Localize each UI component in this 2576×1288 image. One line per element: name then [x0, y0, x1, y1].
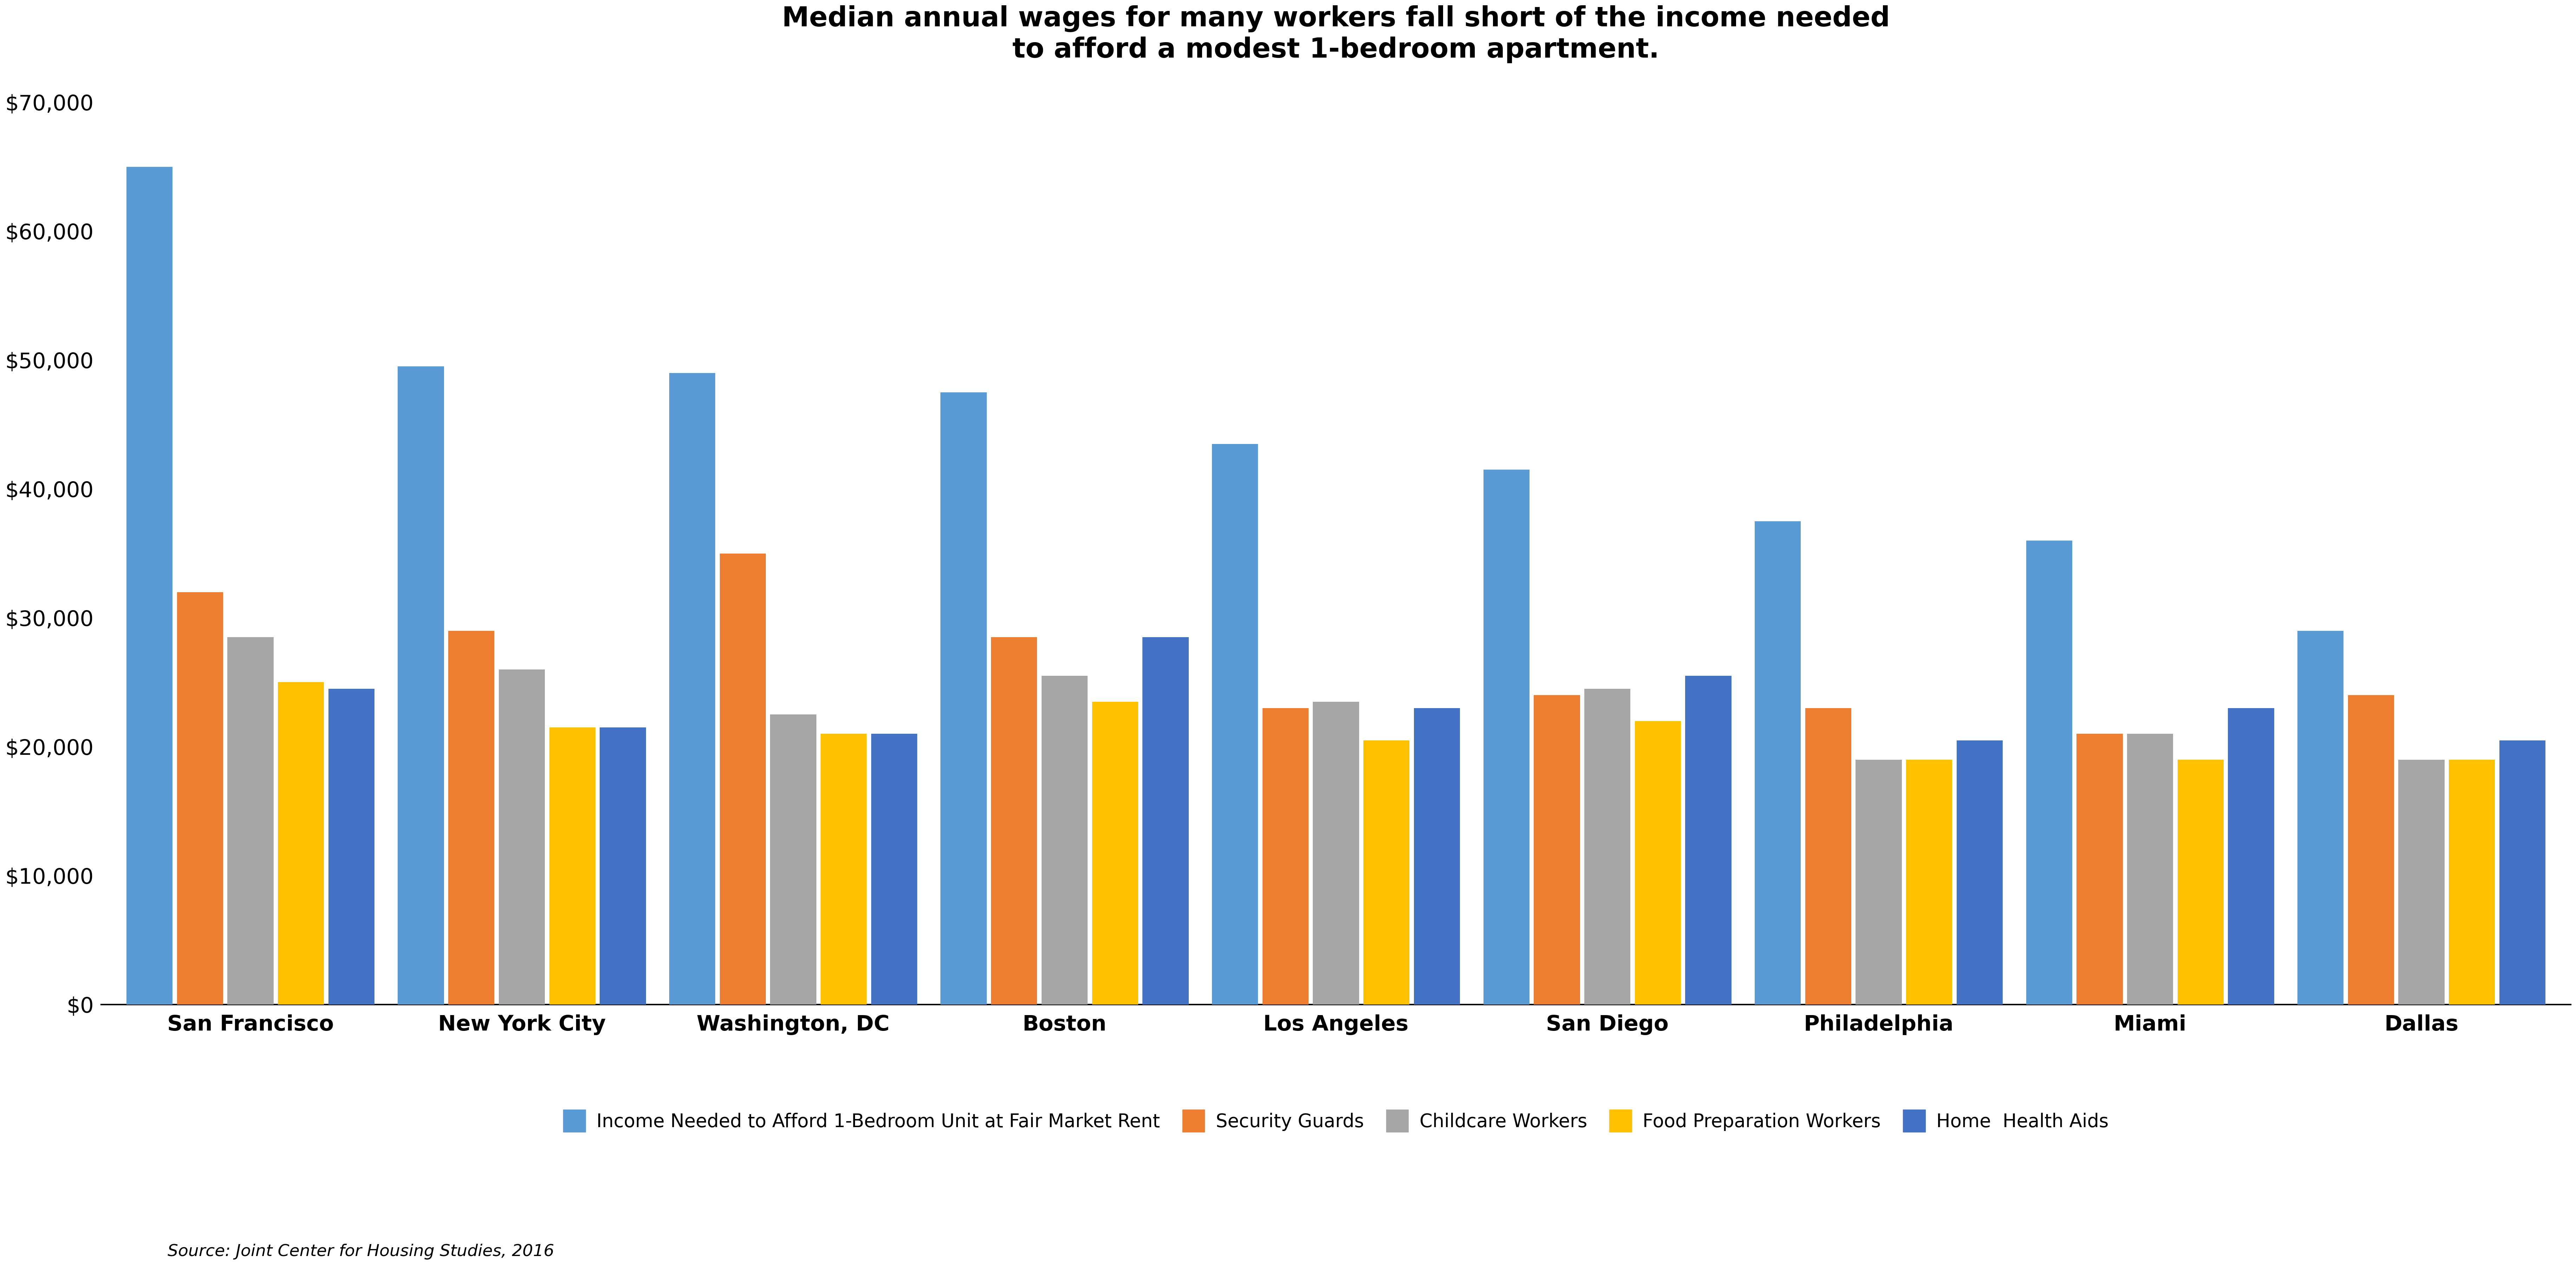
- Bar: [2298, 631, 2344, 1005]
- Bar: [278, 683, 325, 1005]
- Bar: [549, 728, 595, 1005]
- Bar: [1484, 470, 1530, 1005]
- Bar: [719, 554, 765, 1005]
- Bar: [397, 367, 443, 1005]
- Bar: [1754, 522, 1801, 1005]
- Bar: [1636, 721, 1682, 1005]
- Bar: [1144, 638, 1188, 1005]
- Bar: [126, 166, 173, 1005]
- Bar: [1806, 708, 1852, 1005]
- Bar: [1262, 708, 1309, 1005]
- Legend: Income Needed to Afford 1-Bedroom Unit at Fair Market Rent, Security Guards, Chi: Income Needed to Afford 1-Bedroom Unit a…: [556, 1103, 2115, 1140]
- Bar: [2128, 734, 2174, 1005]
- Bar: [2076, 734, 2123, 1005]
- Bar: [2499, 741, 2545, 1005]
- Bar: [670, 374, 716, 1005]
- Text: Source: Joint Center for Housing Studies, 2016: Source: Joint Center for Housing Studies…: [167, 1244, 554, 1260]
- Bar: [2398, 760, 2445, 1005]
- Bar: [1685, 676, 1731, 1005]
- Bar: [227, 638, 273, 1005]
- Bar: [2027, 541, 2071, 1005]
- Bar: [2450, 760, 2496, 1005]
- Bar: [1533, 696, 1579, 1005]
- Bar: [1041, 676, 1087, 1005]
- Bar: [1584, 689, 1631, 1005]
- Bar: [178, 592, 224, 1005]
- Bar: [1092, 702, 1139, 1005]
- Bar: [1363, 741, 1409, 1005]
- Bar: [2177, 760, 2223, 1005]
- Bar: [2228, 708, 2275, 1005]
- Bar: [1414, 708, 1461, 1005]
- Bar: [770, 715, 817, 1005]
- Bar: [500, 670, 546, 1005]
- Bar: [940, 393, 987, 1005]
- Bar: [992, 638, 1038, 1005]
- Bar: [1211, 444, 1257, 1005]
- Bar: [327, 689, 374, 1005]
- Bar: [600, 728, 647, 1005]
- Title: Median annual wages for many workers fall short of the income needed
to afford a: Median annual wages for many workers fal…: [783, 5, 1891, 63]
- Bar: [1958, 741, 2002, 1005]
- Bar: [448, 631, 495, 1005]
- Bar: [1855, 760, 1901, 1005]
- Bar: [1314, 702, 1360, 1005]
- Bar: [2347, 696, 2393, 1005]
- Bar: [1906, 760, 1953, 1005]
- Bar: [822, 734, 866, 1005]
- Bar: [871, 734, 917, 1005]
